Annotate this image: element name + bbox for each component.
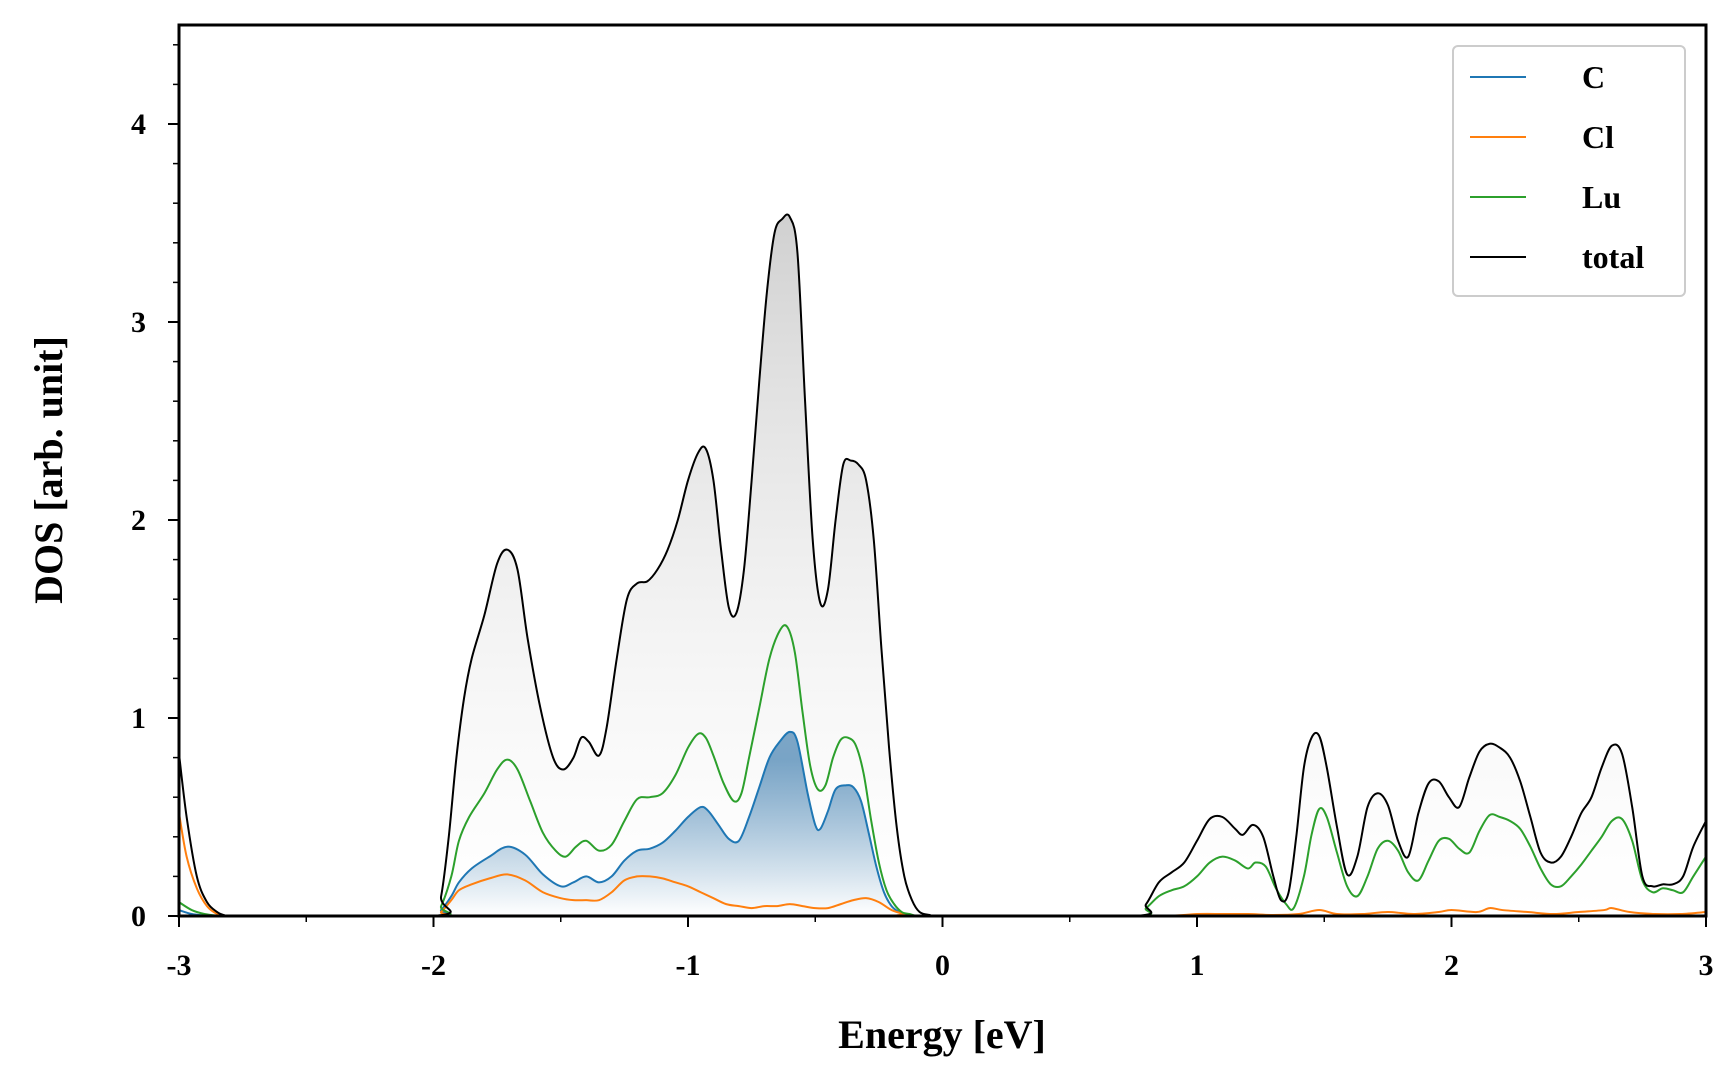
legend-label-total: total — [1582, 239, 1644, 275]
legend-box — [1452, 45, 1686, 297]
x-tick-label: -1 — [676, 949, 701, 982]
y-tick-label: 2 — [131, 504, 146, 537]
lines-layer — [179, 213, 1706, 916]
series-line-total — [179, 213, 1706, 916]
series-line-c — [179, 730, 1706, 916]
legend: C Cl Lu total — [1452, 45, 1686, 297]
fill-layer — [179, 214, 1706, 916]
y-tick-label: 0 — [131, 900, 146, 933]
y-tick-label: 3 — [131, 306, 146, 339]
x-tick-label: 1 — [1190, 949, 1205, 982]
legend-label-c: C — [1582, 59, 1605, 95]
y-axis-title: DOS [arb. unit] — [26, 336, 71, 604]
y-tick-label: 4 — [131, 108, 146, 141]
x-tick-label: 0 — [935, 949, 950, 982]
legend-label-cl: Cl — [1582, 119, 1614, 155]
x-axis-title: Energy [eV] — [838, 1012, 1046, 1057]
legend-label-lu: Lu — [1582, 179, 1621, 215]
y-tick-label: 1 — [131, 702, 146, 735]
series-line-lu — [179, 624, 1706, 916]
x-tick-label: -3 — [167, 949, 192, 982]
x-tick-label: -2 — [421, 949, 446, 982]
series-fill-total — [179, 214, 1706, 916]
x-tick-label: 3 — [1699, 949, 1714, 982]
x-tick-label: 2 — [1444, 949, 1459, 982]
legend-entries: C Cl Lu total — [1470, 59, 1644, 275]
ticks-layer: -3 -2 -1 0 1 2 3 0 1 2 3 4 — [131, 44, 1714, 982]
series-line-cl — [179, 812, 1706, 916]
